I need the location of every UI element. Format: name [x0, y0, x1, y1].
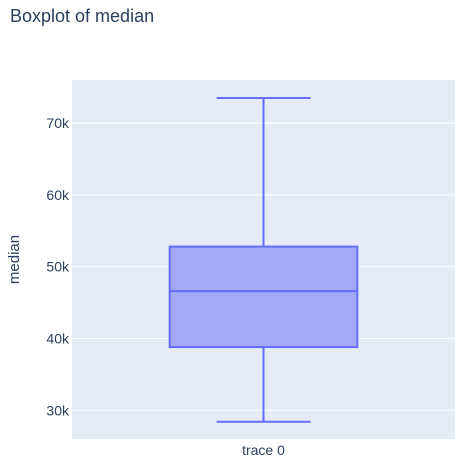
- iqr-box: [168, 245, 359, 349]
- x-axis-ticks: trace 0: [242, 442, 285, 458]
- y-tick-label: 60k: [46, 187, 70, 203]
- box-trace: [168, 96, 359, 423]
- y-tick-label: 70k: [46, 115, 70, 131]
- y-tick-label: 50k: [46, 259, 70, 275]
- box-trace-0: [168, 96, 359, 423]
- x-tick-label: trace 0: [242, 442, 285, 458]
- y-tick-label: 40k: [46, 330, 70, 346]
- y-tick-label: 30k: [46, 402, 70, 418]
- chart-title: Boxplot of median: [10, 6, 155, 26]
- y-axis-ticks: 30k 40k 50k 60k 70k: [46, 115, 70, 418]
- y-axis-title: median: [6, 235, 23, 284]
